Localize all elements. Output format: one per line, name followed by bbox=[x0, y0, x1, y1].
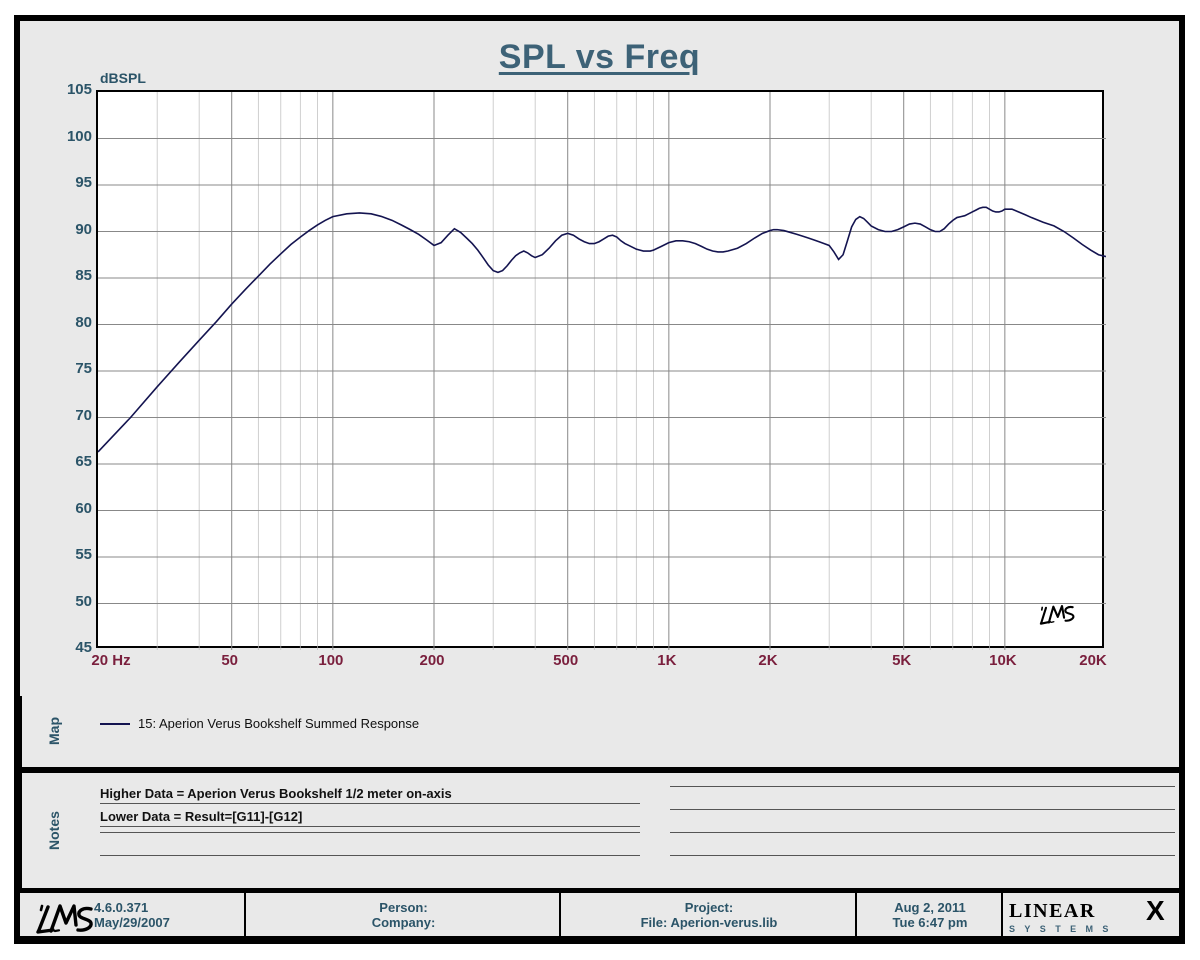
svg-text:SYSTEMS: SYSTEMS bbox=[1009, 924, 1118, 934]
svg-text:X: X bbox=[1146, 895, 1165, 926]
svg-text:LINEAR: LINEAR bbox=[1009, 900, 1096, 922]
